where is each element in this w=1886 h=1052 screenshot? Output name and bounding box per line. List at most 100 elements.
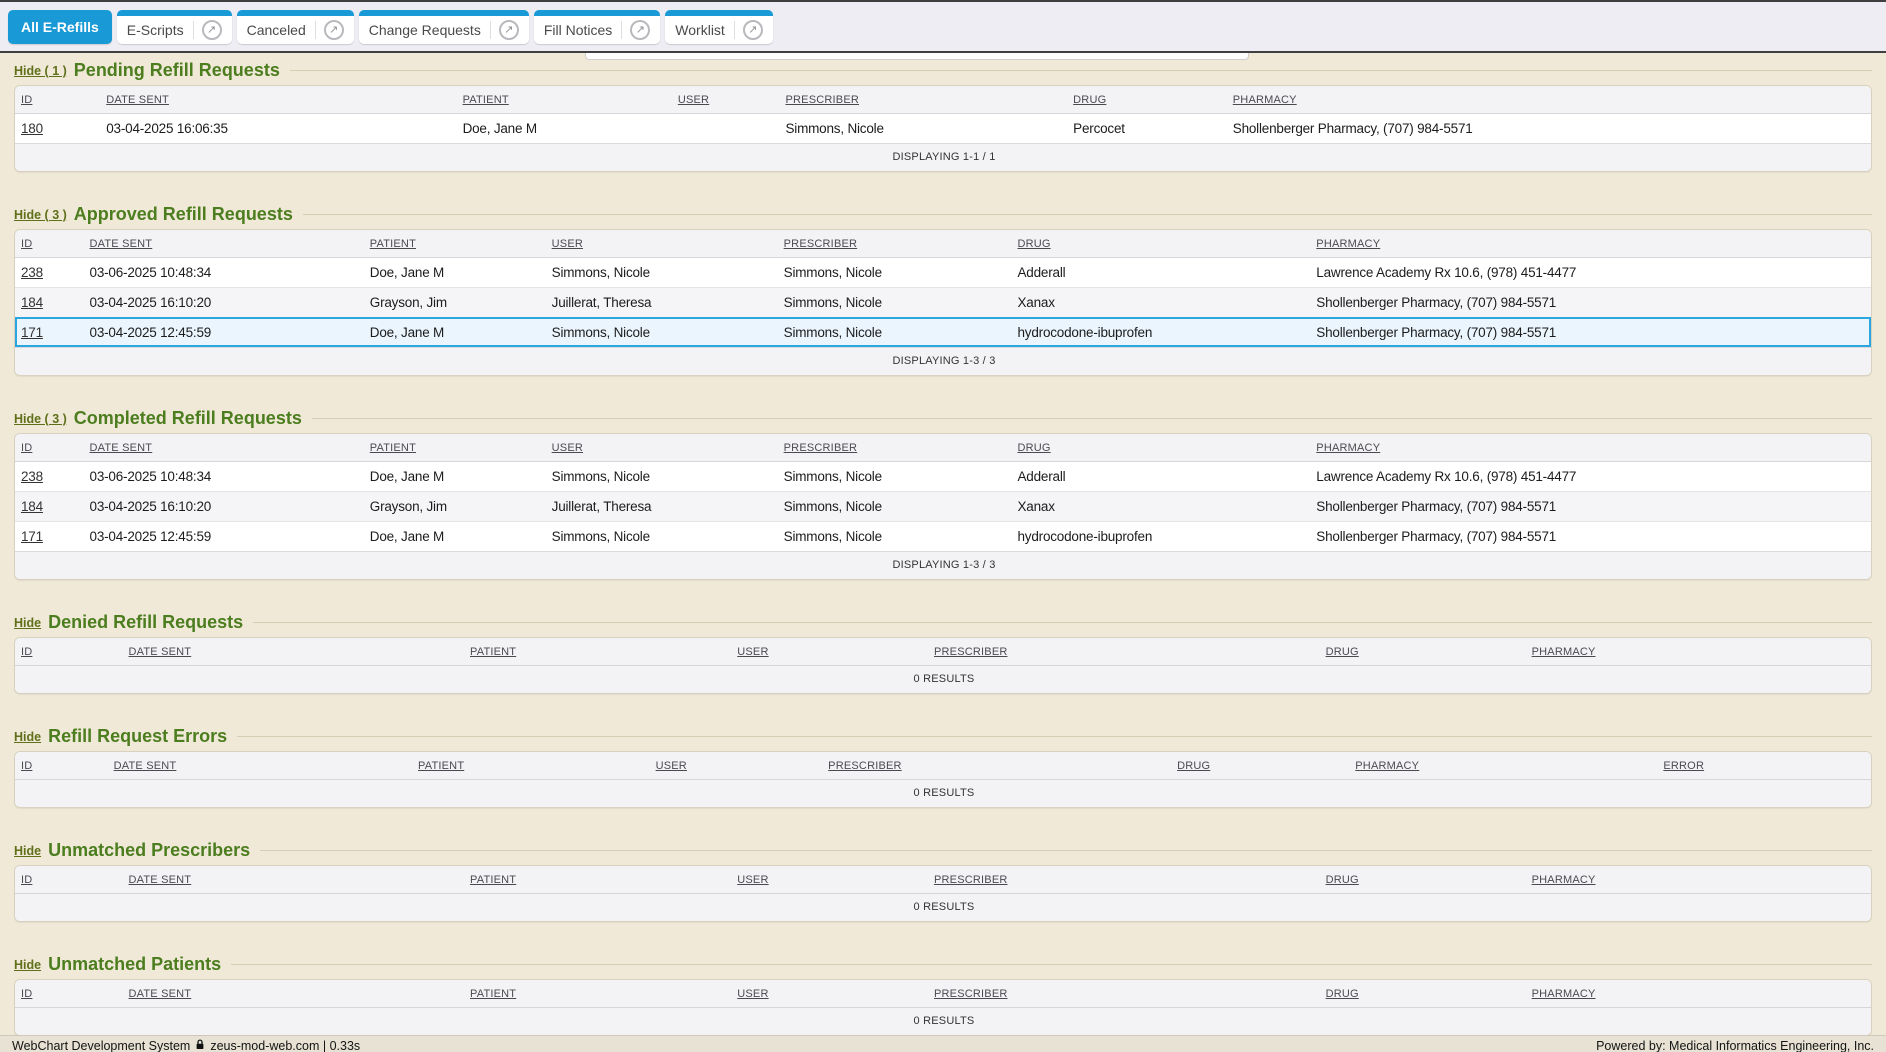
table-row[interactable]: 180 03-04-2025 16:06:35 Doe, Jane M Simmons… [15, 113, 1871, 143]
column-header-id[interactable]: ID [21, 760, 33, 773]
column-header-id[interactable]: ID [21, 874, 33, 887]
column-header-user[interactable]: USER [677, 94, 710, 107]
column-header-prescriber[interactable]: PRESCRIBER [828, 760, 902, 773]
table-row[interactable]: 171 03-04-2025 12:45:59 Doe, Jane M Simmons… [15, 317, 1871, 347]
column-header-prescriber[interactable]: PRESCRIBER [933, 988, 1008, 1001]
hide-link[interactable]: Hide ( 3 ) [14, 207, 67, 222]
column-header-drug[interactable]: DRUG [1073, 94, 1107, 107]
table-row[interactable]: 184 03-04-2025 16:10:20 Grayson, Jim Juille… [15, 491, 1871, 521]
column-header-error[interactable]: ERROR [1663, 760, 1705, 773]
column-header-user[interactable]: USER [737, 988, 769, 1001]
table-row[interactable]: 238 03-06-2025 10:48:34 Doe, Jane M Simmons… [15, 257, 1871, 287]
cell-prescriber: Simmons, Nicole [783, 498, 882, 514]
cell-prescriber: Simmons, Nicole [783, 294, 882, 310]
column-header-user[interactable]: USER [737, 646, 769, 659]
column-header-user[interactable]: USER [551, 442, 584, 455]
section-unmatched-patients: Hide Unmatched Patients ID DATE SENT PATIE… [0, 952, 1886, 1036]
cell-prescriber: Simmons, Nicole [783, 528, 882, 544]
section-denied-refill-requests: Hide Denied Refill Requests ID DATE SENT P… [0, 610, 1886, 694]
popout-arrow-icon[interactable]: ↗ [498, 20, 519, 40]
column-header-pharmacy[interactable]: PHARMACY [1355, 760, 1420, 773]
column-header-patient[interactable]: PATIENT [462, 94, 509, 107]
hide-link[interactable]: Hide ( 3 ) [14, 411, 67, 426]
column-header-prescriber[interactable]: PRESCRIBER [933, 646, 1008, 659]
hide-link[interactable]: Hide [14, 729, 42, 744]
row-id-link[interactable]: 238 [21, 264, 43, 280]
column-header-patient[interactable]: PATIENT [369, 238, 416, 251]
cell-drug: Xanax [1017, 498, 1055, 514]
popout-arrow-icon[interactable]: ↗ [323, 20, 344, 40]
column-header-id[interactable]: ID [21, 646, 33, 659]
column-header-date-sent[interactable]: DATE SENT [128, 874, 192, 887]
column-header-patient[interactable]: PATIENT [470, 646, 517, 659]
hide-link[interactable]: Hide [14, 615, 42, 630]
column-header-pharmacy[interactable]: PHARMACY [1316, 238, 1381, 251]
popout-arrow-icon[interactable]: ↗ [630, 20, 651, 40]
legend-line [289, 70, 1872, 71]
column-header-pharmacy[interactable]: PHARMACY [1316, 442, 1381, 455]
tab-e-scripts[interactable]: E-Scripts ↗ [116, 10, 232, 44]
cell-user: Simmons, Nicole [551, 324, 650, 340]
table-footer-status: 0 RESULTS [913, 901, 975, 914]
popout-arrow-icon[interactable]: ↗ [742, 20, 763, 40]
column-header-date-sent[interactable]: DATE SENT [128, 988, 192, 1001]
tab-worklist[interactable]: Worklist ↗ [665, 10, 773, 44]
table-row[interactable]: 184 03-04-2025 16:10:20 Grayson, Jim Juille… [15, 287, 1871, 317]
tab-all-e-refills[interactable]: All E-Refills [8, 10, 112, 44]
column-header-user[interactable]: USER [655, 760, 687, 773]
column-header-date-sent[interactable]: DATE SENT [113, 760, 177, 773]
column-header-date-sent[interactable]: DATE SENT [106, 94, 169, 107]
tab-canceled[interactable]: Canceled ↗ [236, 10, 354, 44]
column-header-pharmacy[interactable]: PHARMACY [1232, 94, 1297, 107]
column-header-pharmacy[interactable]: PHARMACY [1531, 874, 1596, 887]
column-header-drug[interactable]: DRUG [1017, 442, 1051, 455]
section-legend: Hide ( 3 ) Approved Refill Requests [14, 202, 1872, 227]
column-header-drug[interactable]: DRUG [1325, 988, 1359, 1001]
column-header-date-sent[interactable]: DATE SENT [89, 442, 153, 455]
column-header-prescriber[interactable]: PRESCRIBER [933, 874, 1008, 887]
cell-prescriber: Simmons, Nicole [783, 468, 882, 484]
column-header-date-sent[interactable]: DATE SENT [128, 646, 192, 659]
column-header-patient[interactable]: PATIENT [470, 988, 517, 1001]
row-id-link[interactable]: 180 [21, 120, 43, 136]
table-row[interactable]: 171 03-04-2025 12:45:59 Doe, Jane M Simmons… [15, 521, 1871, 551]
row-id-link[interactable]: 184 [21, 498, 43, 514]
column-header-prescriber[interactable]: PRESCRIBER [785, 94, 860, 107]
hide-link[interactable]: Hide [14, 843, 42, 858]
column-header-id[interactable]: ID [21, 988, 33, 1001]
section-unmatched-prescribers: Hide Unmatched Prescribers ID DATE SENT PA… [0, 838, 1886, 922]
tab-fill-notices[interactable]: Fill Notices ↗ [533, 10, 661, 44]
popout-arrow-icon[interactable]: ↗ [201, 20, 222, 40]
column-header-prescriber[interactable]: PRESCRIBER [783, 238, 858, 251]
row-id-link[interactable]: 171 [21, 324, 43, 340]
column-header-id[interactable]: ID [21, 238, 33, 251]
column-header-drug[interactable]: DRUG [1177, 760, 1211, 773]
column-header-id[interactable]: ID [21, 94, 33, 107]
table-footer-row: 0 RESULTS [15, 779, 1871, 807]
table-header-row: ID DATE SENT PATIENT USER PRESCRIBER DRUG PHAR… [15, 980, 1871, 1007]
column-header-patient[interactable]: PATIENT [369, 442, 416, 455]
hide-link[interactable]: Hide ( 1 ) [14, 63, 67, 78]
tab-change-requests[interactable]: Change Requests ↗ [358, 10, 529, 44]
column-header-prescriber[interactable]: PRESCRIBER [783, 442, 858, 455]
hide-link[interactable]: Hide [14, 957, 42, 972]
row-id-link[interactable]: 238 [21, 468, 43, 484]
row-id-link[interactable]: 171 [21, 528, 43, 544]
row-id-link[interactable]: 184 [21, 294, 43, 310]
column-header-patient[interactable]: PATIENT [470, 874, 517, 887]
column-header-pharmacy[interactable]: PHARMACY [1531, 646, 1596, 659]
column-header-drug[interactable]: DRUG [1017, 238, 1051, 251]
column-header-user[interactable]: USER [551, 238, 584, 251]
column-header-date-sent[interactable]: DATE SENT [89, 238, 153, 251]
cell-user [674, 113, 782, 143]
column-header-drug[interactable]: DRUG [1325, 874, 1359, 887]
column-header-drug[interactable]: DRUG [1325, 646, 1359, 659]
table-row[interactable]: 238 03-06-2025 10:48:34 Doe, Jane M Simmons… [15, 461, 1871, 491]
section-table-container: ID DATE SENT PATIENT USER PRESCRIBER DRUG PHAR… [14, 85, 1872, 172]
section-title: Refill Request Errors [48, 726, 228, 746]
section-title: Completed Refill Requests [73, 408, 302, 428]
column-header-patient[interactable]: PATIENT [418, 760, 465, 773]
column-header-id[interactable]: ID [21, 442, 33, 455]
column-header-pharmacy[interactable]: PHARMACY [1531, 988, 1596, 1001]
column-header-user[interactable]: USER [737, 874, 769, 887]
